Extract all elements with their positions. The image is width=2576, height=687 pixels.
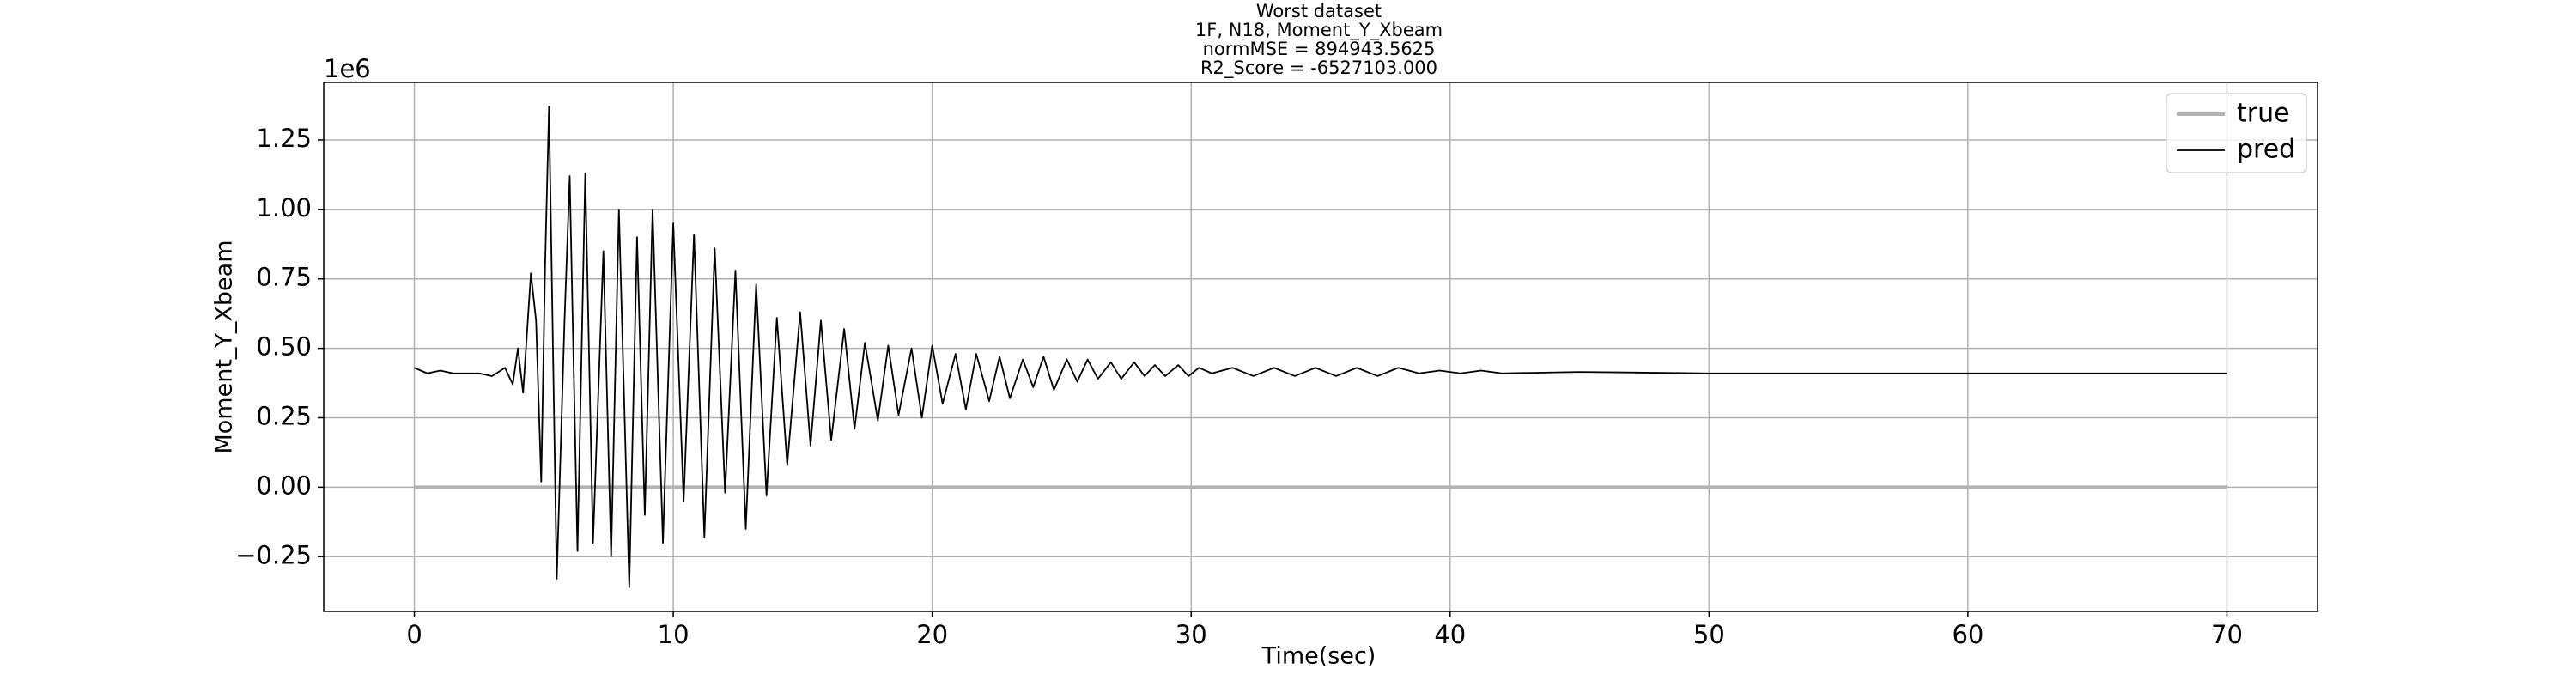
x-tick-label: 70 [2211, 620, 2243, 649]
x-tick-label: 20 [916, 620, 948, 649]
chart-title: normMSE = 894943.5625 [1203, 39, 1436, 59]
x-tick-label: 60 [1952, 620, 1984, 649]
y-tick-label: 0.50 [256, 332, 312, 362]
y-tick-label: 0.25 [256, 402, 312, 431]
x-tick-label: 10 [658, 620, 690, 649]
x-axis-label: Time(sec) [1261, 643, 1376, 670]
series-line [414, 106, 2227, 588]
plot-frame [323, 82, 2318, 612]
x-tick-label: 40 [1434, 620, 1466, 649]
y-tick-label: −0.25 [235, 540, 312, 569]
y-tick-label: 0.00 [256, 471, 312, 500]
chart-title: 1F, N18, Moment_Y_Xbeam [1195, 20, 1443, 41]
chart-title: R2_Score = -6527103.000 [1200, 58, 1437, 79]
x-tick-label: 50 [1693, 620, 1725, 649]
y-offset-label: 1e6 [324, 54, 371, 83]
legend-label: true [2237, 99, 2290, 129]
y-tick-label: 1.25 [256, 124, 312, 153]
x-tick-label: 30 [1176, 620, 1207, 649]
y-axis-label: Moment_Y_Xbeam [211, 240, 238, 453]
legend: true pred [2166, 93, 2307, 173]
legend-label: pred [2237, 135, 2295, 165]
y-tick-label: 1.00 [256, 193, 312, 222]
y-tick-label: 0.75 [256, 263, 312, 292]
x-tick-label: 0 [406, 620, 422, 649]
chart-title: Worst dataset [1256, 1, 1382, 21]
